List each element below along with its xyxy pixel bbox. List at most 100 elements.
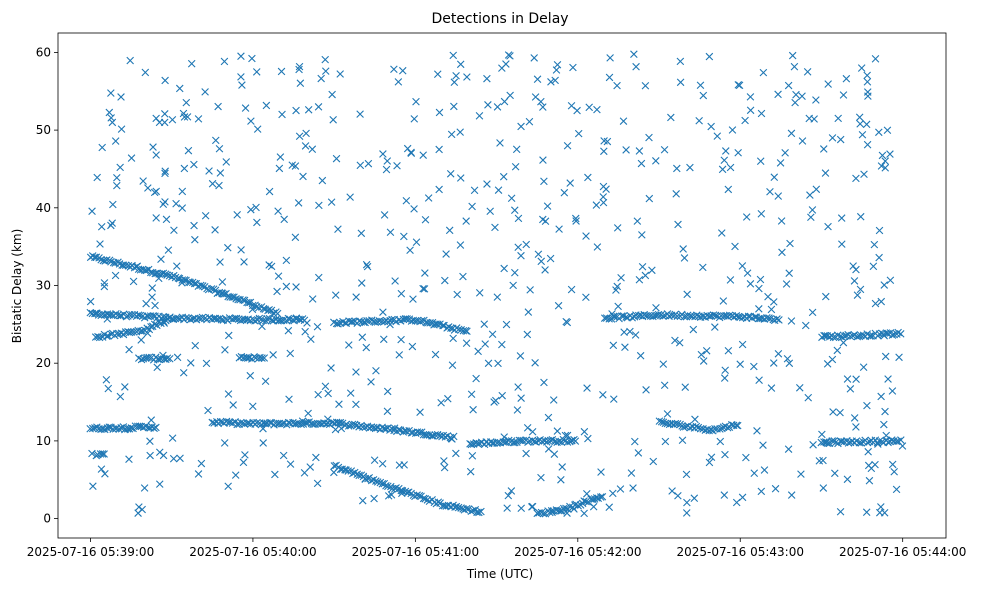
data-point [784, 445, 793, 453]
data-point [499, 172, 508, 181]
data-point [108, 118, 117, 127]
data-point [102, 375, 111, 384]
data-point [628, 313, 636, 322]
data-point [627, 469, 636, 477]
data-point [260, 354, 269, 362]
data-point [683, 498, 691, 507]
data-point [838, 240, 846, 248]
data-point [859, 363, 868, 371]
data-point [686, 163, 694, 172]
data-point [224, 390, 233, 398]
x-axis-label: Time (UTC) [466, 567, 533, 581]
data-point [733, 421, 742, 430]
data-point [537, 473, 545, 482]
data-point [450, 78, 459, 86]
data-point [92, 309, 100, 317]
data-point [877, 503, 885, 511]
data-point [842, 74, 851, 83]
data-point [412, 238, 421, 246]
data-point [97, 222, 106, 231]
data-point [759, 441, 767, 449]
data-point [259, 424, 267, 433]
data-point [240, 420, 249, 428]
data-point [557, 475, 565, 484]
data-point [592, 201, 601, 209]
data-point [769, 359, 778, 367]
data-point [243, 298, 251, 307]
y-tick-label: 50 [36, 123, 51, 137]
data-point [718, 165, 727, 174]
data-point [330, 468, 338, 477]
data-point [456, 241, 465, 249]
data-point [616, 485, 625, 493]
data-point [314, 103, 323, 111]
data-point [475, 112, 484, 120]
data-point [303, 418, 311, 427]
data-point [554, 506, 563, 515]
data-point [856, 212, 865, 221]
data-point [819, 484, 828, 492]
data-point [435, 185, 443, 194]
data-point [631, 437, 639, 446]
data-point [890, 330, 898, 339]
data-point [390, 65, 398, 74]
data-point [881, 157, 890, 165]
data-point [267, 262, 276, 271]
data-point [539, 103, 547, 111]
data-point [528, 427, 537, 436]
data-point [164, 246, 173, 254]
data-point [98, 450, 107, 458]
data-point [255, 314, 264, 323]
data-point [484, 101, 492, 109]
data-point [182, 313, 190, 322]
data-point [379, 335, 388, 344]
data-point [804, 393, 813, 402]
data-point [456, 60, 465, 69]
data-point [871, 299, 880, 308]
data-point [176, 454, 184, 463]
data-point [317, 74, 325, 83]
data-point [88, 207, 96, 215]
data-point [836, 507, 845, 516]
data-point [183, 113, 192, 121]
data-point [463, 73, 471, 81]
data-point [502, 320, 511, 329]
data-point [725, 311, 734, 320]
data-point [456, 128, 464, 136]
data-point [569, 63, 577, 72]
data-point [517, 122, 525, 131]
data-point [721, 147, 730, 155]
data-point [547, 78, 555, 86]
data-point [705, 312, 714, 321]
data-point [622, 146, 630, 154]
data-point [742, 213, 751, 221]
data-point [165, 354, 174, 363]
data-point [96, 450, 105, 458]
data-point [352, 368, 360, 376]
data-point [892, 485, 901, 494]
data-point [720, 491, 729, 499]
data-point [553, 60, 562, 69]
data-point [98, 143, 106, 152]
data-point [821, 331, 830, 340]
data-point [543, 202, 552, 210]
data-point [743, 269, 752, 277]
y-tick-label: 30 [36, 279, 51, 293]
data-point [247, 205, 255, 214]
data-point [246, 371, 255, 380]
data-point [699, 263, 707, 272]
data-point [480, 320, 489, 328]
data-point [143, 329, 152, 338]
data-point [279, 316, 288, 325]
data-point [161, 169, 169, 178]
data-point [563, 431, 572, 440]
data-point [886, 276, 895, 285]
data-point [785, 269, 793, 278]
data-point [880, 281, 889, 289]
data-point [517, 251, 525, 260]
data-point [660, 381, 669, 390]
data-point [86, 297, 95, 306]
data-point [398, 66, 407, 75]
data-point [372, 477, 380, 485]
